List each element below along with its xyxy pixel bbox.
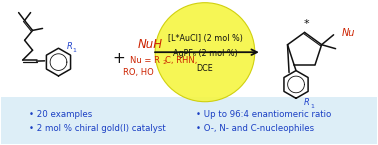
Text: [L*AuCl] (2 mol %): [L*AuCl] (2 mol %) — [167, 34, 242, 43]
Text: Nu: Nu — [342, 28, 355, 38]
Text: • 2 mol % chiral gold(I) catalyst: • 2 mol % chiral gold(I) catalyst — [29, 124, 165, 133]
Text: AgPF₆ (2 mol %): AgPF₆ (2 mol %) — [173, 49, 237, 58]
Text: Nu = R: Nu = R — [130, 56, 160, 65]
Text: 1: 1 — [310, 104, 314, 109]
Text: DCE: DCE — [197, 64, 213, 72]
Text: R: R — [304, 98, 310, 107]
Text: • Up to 96:4 enantiomeric ratio: • Up to 96:4 enantiomeric ratio — [196, 110, 331, 119]
Text: 2: 2 — [162, 60, 166, 65]
Text: • 20 examples: • 20 examples — [29, 110, 92, 119]
Text: RO, HO: RO, HO — [123, 68, 153, 77]
Text: R: R — [67, 42, 72, 51]
Text: NuH: NuH — [138, 38, 163, 51]
Text: +: + — [112, 51, 125, 66]
Text: C, RHN,: C, RHN, — [165, 56, 197, 65]
Circle shape — [155, 3, 255, 102]
Text: • O-, N- and C-nucleophiles: • O-, N- and C-nucleophiles — [196, 124, 314, 133]
Text: 1: 1 — [73, 48, 76, 53]
FancyBboxPatch shape — [1, 97, 377, 144]
Text: *: * — [304, 19, 309, 29]
